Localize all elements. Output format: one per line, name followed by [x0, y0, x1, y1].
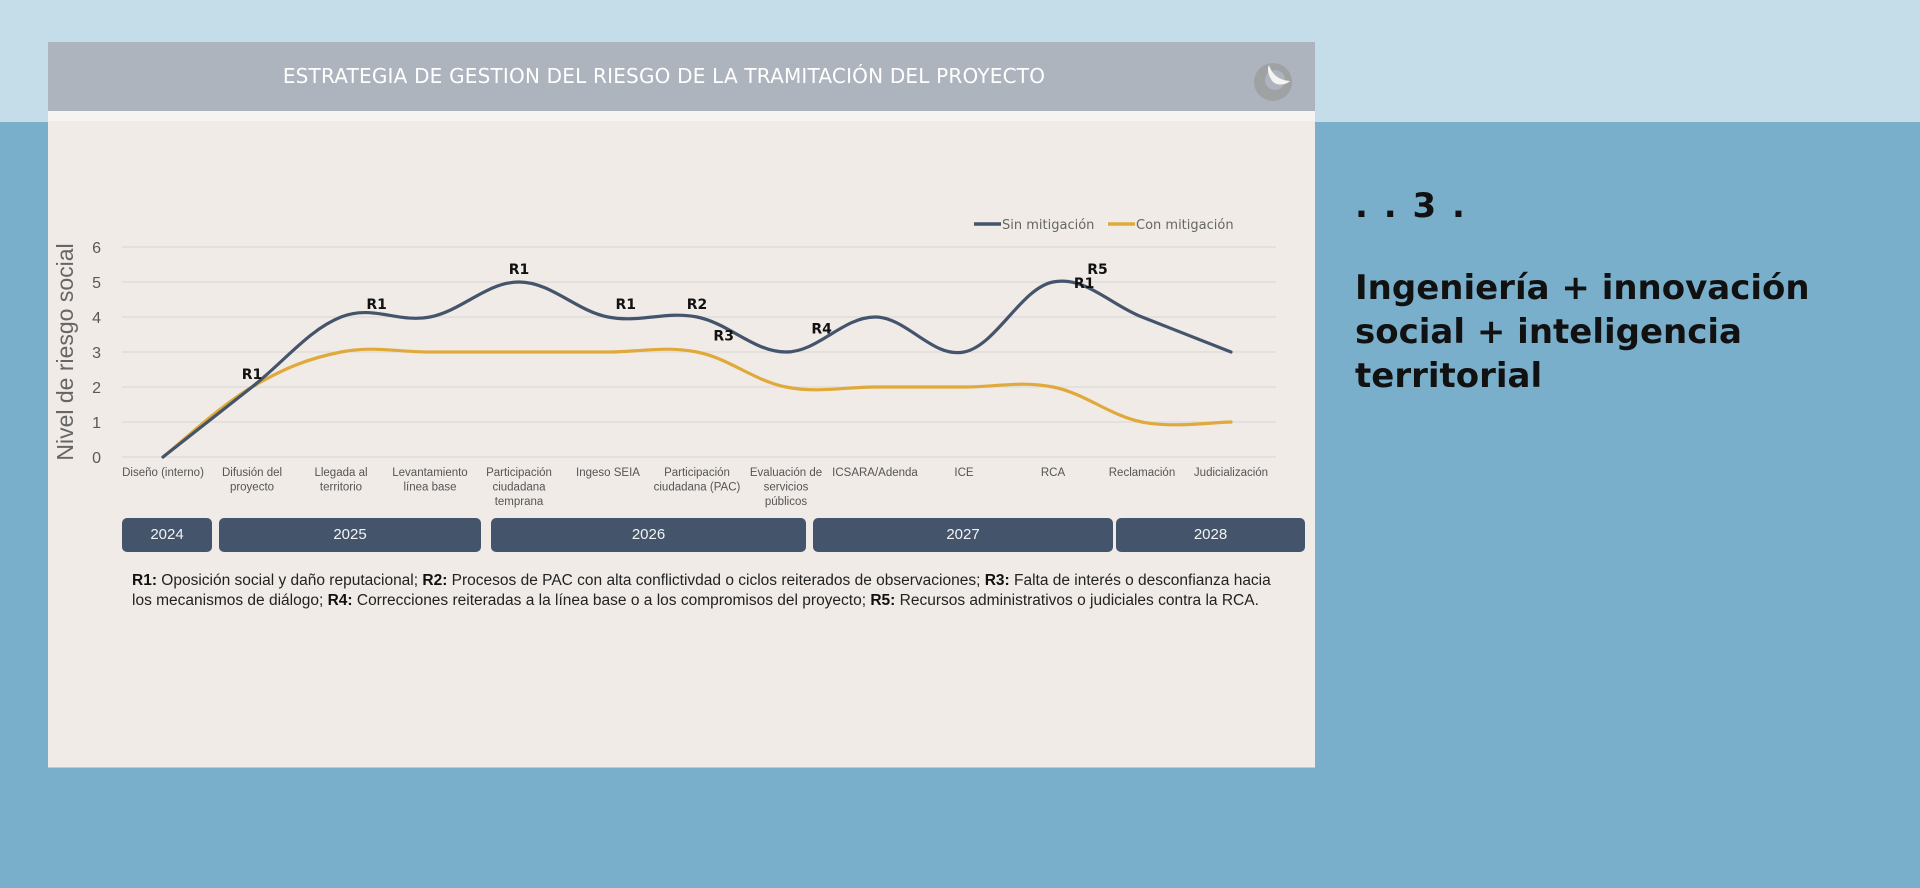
- risk-code: R2:: [422, 572, 448, 589]
- section-title: Ingeniería + innovación social + intelig…: [1355, 268, 1810, 396]
- risk-description: Falta de interés o desconfianza hacia lo…: [132, 572, 1271, 609]
- slide-panel: ESTRATEGIA DE GESTION DEL RIESGO DE LA T…: [48, 42, 1315, 768]
- year-pill-2026: 2026: [491, 518, 806, 552]
- risk-annotation-label: R1: [242, 367, 263, 383]
- panel-header: ESTRATEGIA DE GESTION DEL RIESGO DE LA T…: [48, 42, 1315, 111]
- risk-annotation-label: R5: [1087, 262, 1108, 278]
- crescent-moon-logo-icon: [1254, 63, 1292, 101]
- risk-annotation-label: R4: [811, 322, 832, 338]
- x-tick-label: Diseño (interno): [122, 467, 204, 479]
- year-pill-2028: 2028: [1116, 518, 1305, 552]
- y-tick-label: 5: [92, 275, 101, 292]
- y-tick-label: 0: [92, 450, 101, 467]
- x-tick-label: Ingeso SEIA: [576, 467, 640, 479]
- x-tick-label: Judicialización: [1194, 467, 1268, 479]
- legend-sin-mitigacion-label: Sin mitigación: [1002, 218, 1094, 233]
- risk-annotation-label: R1: [1074, 276, 1095, 292]
- y-tick-label: 3: [92, 345, 101, 362]
- risk-code: R4:: [327, 591, 353, 609]
- x-tick-label: Participación ciudadana (PAC): [654, 467, 741, 494]
- risk-annotation-label: R3: [713, 329, 734, 345]
- slide-title: ESTRATEGIA DE GESTION DEL RIESGO DE LA T…: [282, 64, 1046, 88]
- risk-description: Correcciones reiteradas a la línea base …: [352, 591, 871, 609]
- section-number: . . 3 .: [1355, 186, 1467, 226]
- year-pill-2024: 2024: [122, 518, 212, 552]
- risk-legend-footnote: R1: Oposición social y daño reputacional…: [132, 571, 1292, 610]
- x-tick-label: ICSARA/Adenda: [832, 467, 918, 479]
- risk-annotation-label: R1: [509, 262, 530, 278]
- year-pill-2025: 2025: [219, 518, 481, 552]
- x-tick-label: Llegada al territorio: [314, 467, 367, 494]
- year-pill-2027: 2027: [813, 518, 1113, 552]
- x-tick-label: ICE: [954, 467, 974, 479]
- risk-annotation-label: R1: [616, 297, 637, 313]
- y-tick-label: 2: [92, 380, 101, 397]
- x-tick-label: Levantamiento línea base: [392, 467, 467, 494]
- y-tick-label: 6: [92, 240, 101, 257]
- x-tick-label: Difusión del proyecto: [222, 467, 282, 494]
- x-tick-label: RCA: [1041, 467, 1066, 479]
- risk-description: Recursos administrativos o judiciales co…: [895, 591, 1259, 609]
- risk-annotation-label: R1: [366, 297, 387, 313]
- x-tick-label: Evaluación de servicios públicos: [750, 467, 822, 508]
- y-tick-label: 4: [92, 310, 101, 327]
- risk-code: R3:: [984, 572, 1010, 589]
- risk-code: R5:: [870, 591, 896, 609]
- section-heading-block: . . 3 . Ingeniería + innovación social +…: [1355, 186, 1815, 398]
- series-line-con-mitigacion: [161, 347, 1233, 459]
- risk-annotation-label: R2: [687, 297, 708, 313]
- risk-description: Oposición social y daño reputacional;: [156, 572, 423, 589]
- header-strip: [48, 111, 1315, 121]
- x-tick-label: Participación ciudadana temprana: [486, 467, 552, 508]
- legend-con-mitigacion-label: Con mitigación: [1136, 218, 1234, 233]
- risk-code: R1:: [132, 572, 157, 589]
- y-tick-label: 1: [92, 415, 101, 432]
- x-tick-label: Reclamación: [1109, 467, 1175, 479]
- y-axis-label: Nivel de riesgo social: [52, 243, 78, 460]
- risk-description: Procesos de PAC con alta conflictivdad o…: [447, 572, 985, 589]
